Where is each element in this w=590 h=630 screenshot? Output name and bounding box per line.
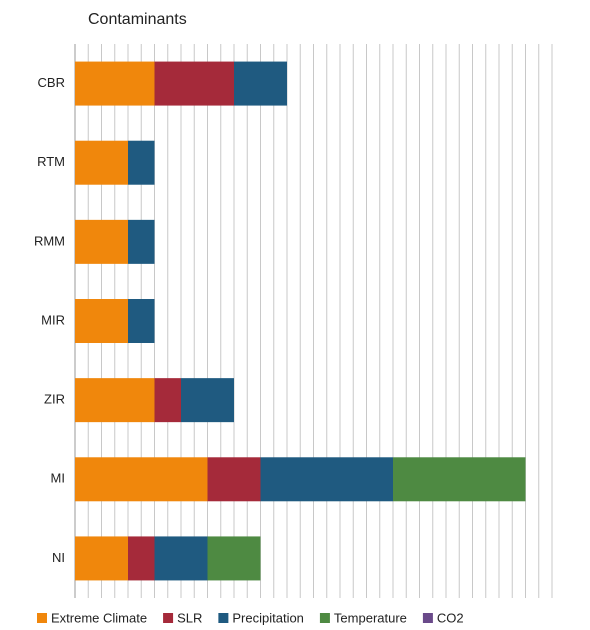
y-tick-label: RMM <box>34 233 65 248</box>
legend-swatch <box>319 613 330 623</box>
y-tick-label: MIR <box>41 312 65 327</box>
bar-segment <box>234 61 287 106</box>
bar-segment <box>393 457 526 502</box>
bar-segment <box>154 536 208 581</box>
y-tick-label: NI <box>52 550 65 565</box>
chart-title: Contaminants <box>88 11 187 28</box>
bar-segment <box>75 219 128 264</box>
legend-swatch <box>37 613 47 623</box>
y-tick-label: CBR <box>38 75 65 90</box>
bar-segment <box>75 299 128 343</box>
bar-segment <box>75 457 208 502</box>
legend-label: SLR <box>177 610 202 625</box>
legend-swatch <box>163 613 174 623</box>
bar-segment <box>207 536 261 581</box>
bar-segment <box>154 378 181 423</box>
bar-segment <box>75 140 128 185</box>
bar-segment <box>75 536 128 581</box>
legend-swatch <box>422 613 433 623</box>
y-tick-label: MI <box>51 471 65 486</box>
bar-segment <box>75 61 155 106</box>
legend-label: CO2 <box>437 610 464 625</box>
y-tick-label: ZIR <box>44 392 65 407</box>
bar-segment <box>128 140 155 185</box>
legend-swatch <box>218 613 229 623</box>
bar-segment <box>181 378 234 423</box>
y-tick-label: RTM <box>37 154 65 169</box>
legend-label: Extreme Climate <box>51 610 147 625</box>
legend-label: Precipitation <box>232 610 304 625</box>
bar-segment <box>154 61 234 106</box>
bar-segment <box>128 299 155 343</box>
bar-segment <box>128 219 155 264</box>
bar-segment <box>260 457 393 502</box>
bar-segment <box>128 536 155 581</box>
bar-segment <box>75 378 155 423</box>
bar-segment <box>207 457 261 502</box>
legend-label: Temperature <box>334 610 407 625</box>
